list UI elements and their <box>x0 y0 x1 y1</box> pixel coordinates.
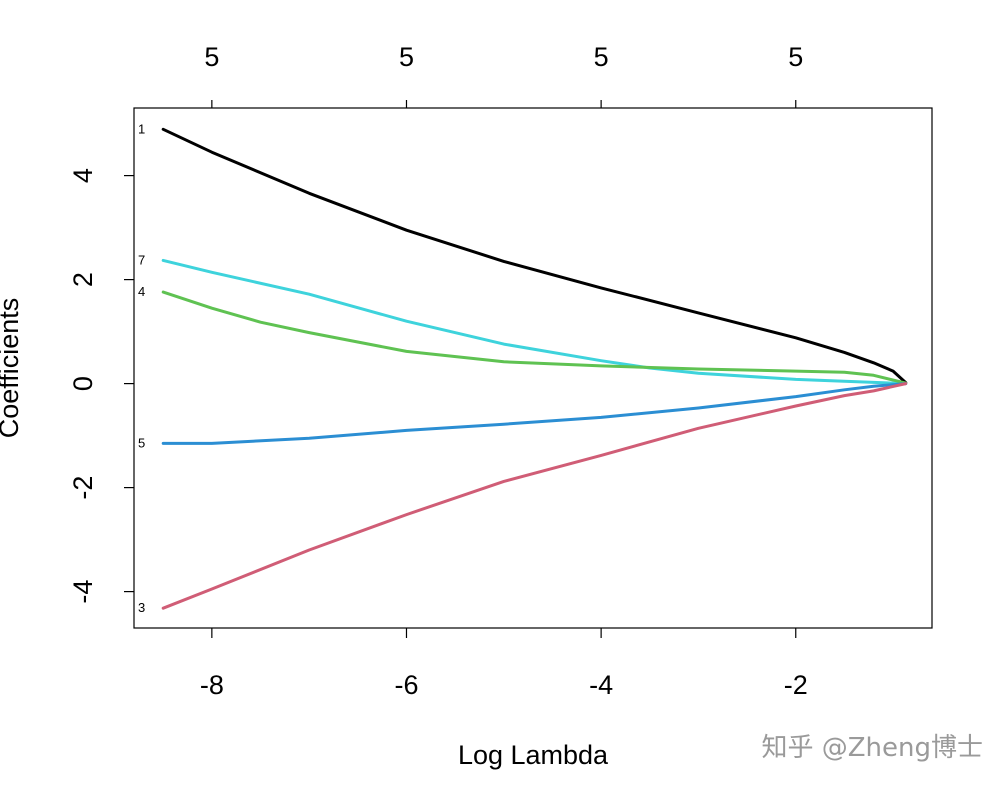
top-tick-label: 5 <box>594 42 609 72</box>
series-line-7 <box>161 258 908 386</box>
y-axis-title: Coefficients <box>0 298 24 439</box>
y-tick-label: 2 <box>68 272 98 287</box>
series-label-3: 3 <box>138 600 145 615</box>
y-tick-label: -4 <box>68 580 98 604</box>
top-tick-label: 5 <box>204 42 219 72</box>
coefficient-series <box>161 127 908 610</box>
x-tick-label: -8 <box>200 670 224 700</box>
series-line-3 <box>161 382 908 610</box>
top-tick-label: 5 <box>399 42 414 72</box>
x-tick-label: -2 <box>784 670 808 700</box>
series-label-4: 4 <box>138 284 145 299</box>
x-tick-label: -6 <box>394 670 418 700</box>
top-axis: 5 5 5 5 <box>204 42 803 108</box>
y-tick-label: 0 <box>68 376 98 391</box>
top-tick-label: 5 <box>788 42 803 72</box>
plot-frame <box>133 107 933 629</box>
x-axis-title: Log Lambda <box>458 740 609 770</box>
watermark-text: 知乎 @Zheng博士 <box>761 733 983 763</box>
x-axis: -8 -6 -4 -2 <box>200 628 808 700</box>
y-tick-label: 4 <box>68 168 98 183</box>
series-label-5: 5 <box>138 435 145 450</box>
series-line-5 <box>161 382 908 445</box>
series-line-4 <box>161 290 908 385</box>
y-tick-label: -2 <box>68 476 98 500</box>
series-label-7: 7 <box>138 252 145 267</box>
series-label-1: 1 <box>138 121 145 136</box>
series-line-1 <box>161 127 908 385</box>
x-tick-label: -4 <box>589 670 613 700</box>
y-axis: -4 -2 0 2 4 <box>68 168 134 604</box>
series-labels: 1 7 4 5 3 <box>138 121 145 615</box>
